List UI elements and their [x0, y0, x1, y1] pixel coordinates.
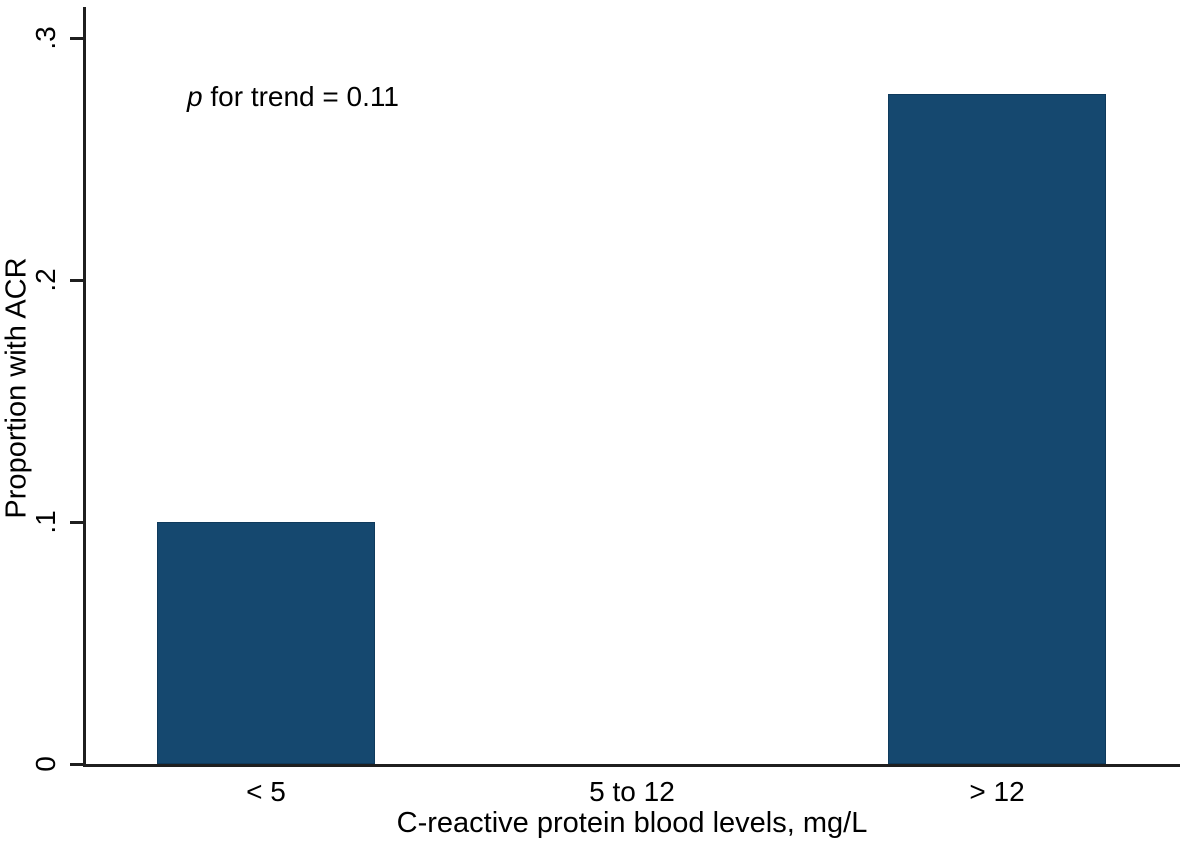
- bar-1: [157, 522, 375, 764]
- y-tick-label: 0: [30, 756, 61, 772]
- x-category-label: < 5: [246, 776, 286, 807]
- bar-3: [888, 94, 1106, 764]
- p-for-trend-annotation: p for trend = 0.11: [187, 81, 399, 113]
- y-tick-mark: [70, 521, 83, 524]
- y-tick-mark: [70, 279, 83, 282]
- y-tick-label: .3: [30, 26, 61, 50]
- x-category-label: > 12: [969, 776, 1025, 807]
- x-axis-title: C-reactive protein blood levels, mg/L: [396, 807, 868, 839]
- y-tick-mark: [70, 37, 83, 40]
- y-tick-label: .1: [30, 510, 61, 534]
- y-axis-title: Proportion with ACR: [0, 257, 33, 519]
- y-tick-mark: [70, 763, 83, 766]
- y-axis-line: [83, 7, 86, 767]
- x-category-label: 5 to 12: [589, 776, 675, 807]
- annotation-text: for trend = 0.11: [202, 81, 399, 112]
- x-axis-line: [83, 764, 1180, 767]
- annotation-italic-p: p: [187, 81, 203, 112]
- y-tick-label: .2: [30, 268, 61, 292]
